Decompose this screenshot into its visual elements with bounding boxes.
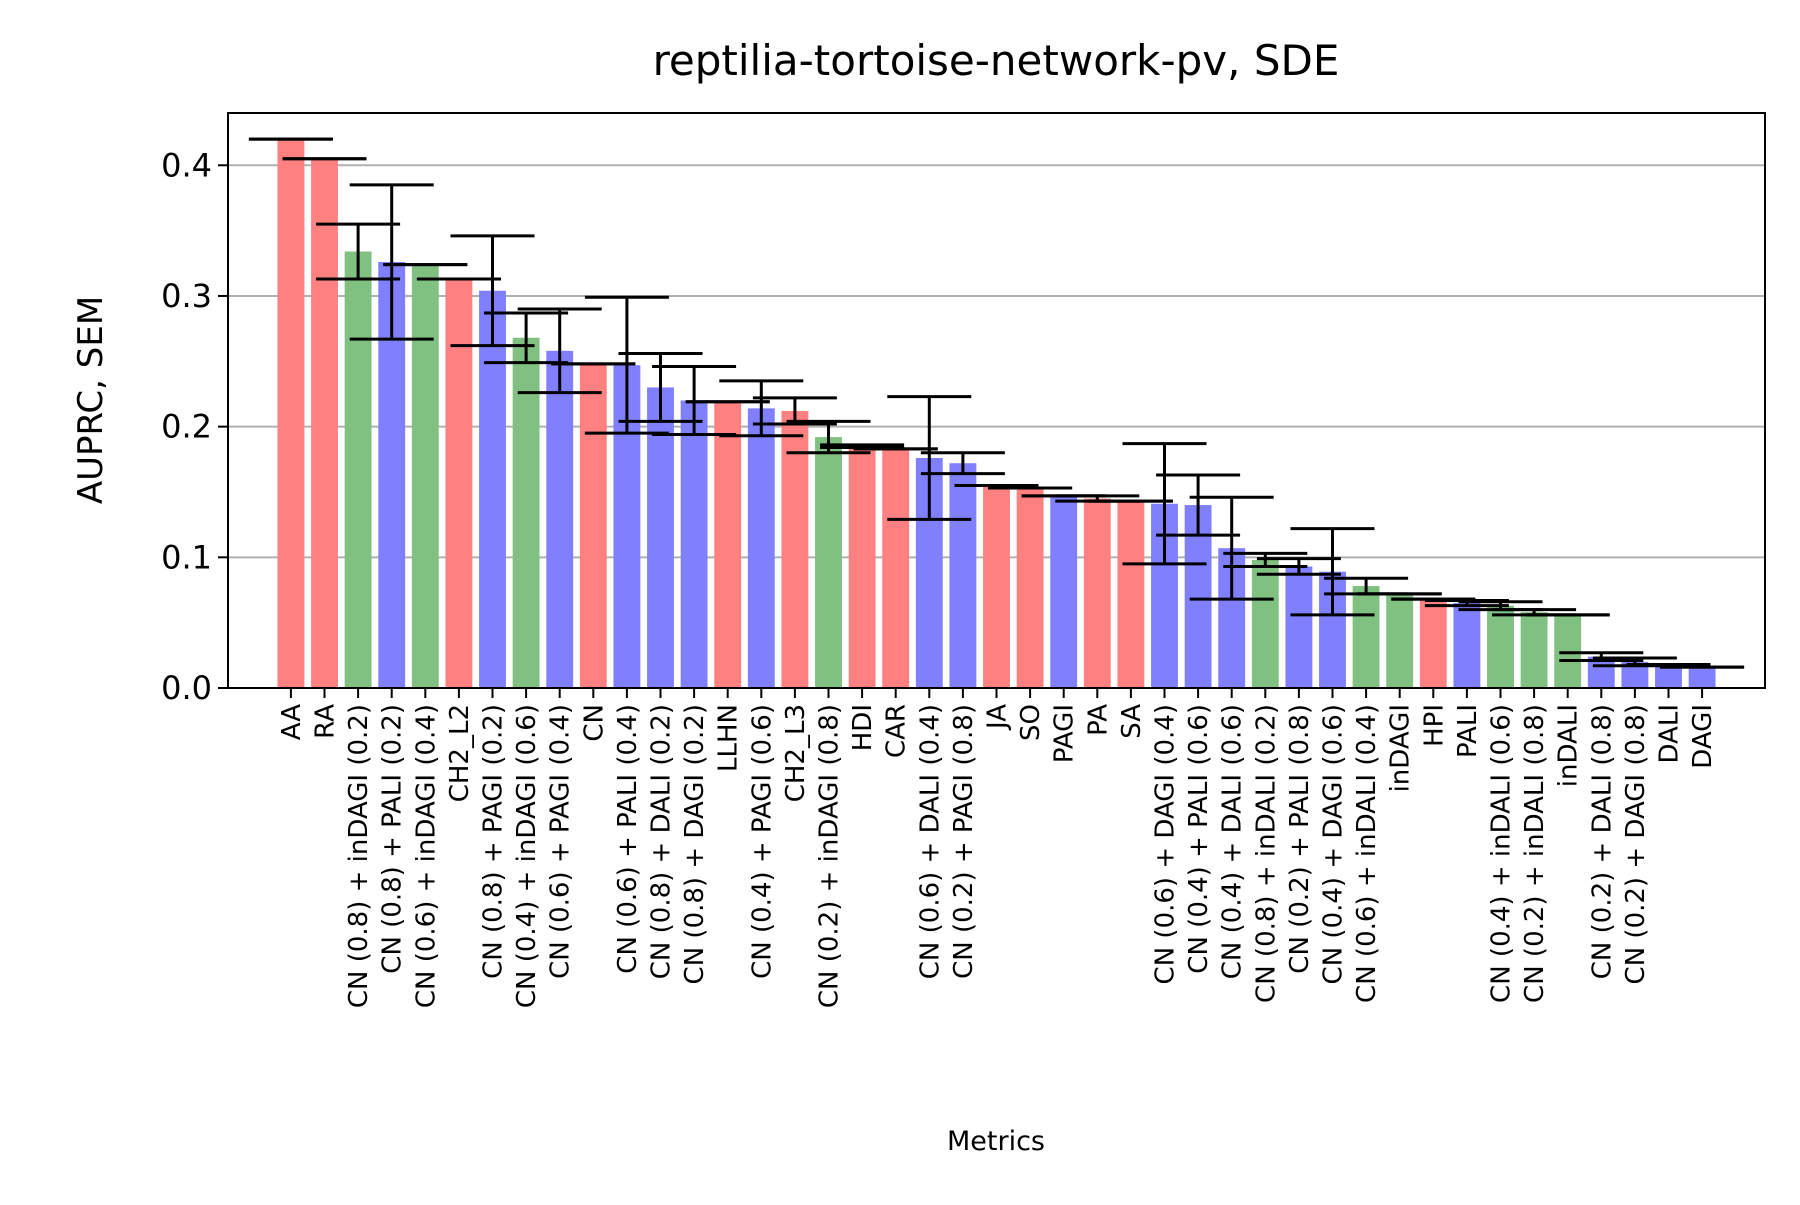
x-tick-label: CN (0.4) + inDALI (0.6) — [1486, 704, 1516, 1003]
x-tick-label: CN (0.6) + inDALI (0.4) — [1352, 704, 1382, 1003]
bar — [781, 410, 809, 688]
x-tick-label: CAR — [882, 704, 912, 758]
bar — [1117, 501, 1145, 688]
x-tick-label: CN (0.2) + PAGI (0.8) — [949, 704, 979, 979]
bar — [1453, 603, 1481, 688]
bar — [311, 158, 338, 688]
bar — [1050, 495, 1078, 688]
bar — [1487, 605, 1514, 688]
x-tick-label: PAGI — [1050, 704, 1080, 763]
y-tick-label: 0.1 — [161, 538, 212, 576]
y-axis-label: AUPRC, SEM — [71, 296, 111, 504]
bar — [579, 363, 607, 688]
bar — [815, 437, 842, 688]
bar — [1285, 566, 1313, 688]
bar — [983, 485, 1010, 688]
x-tick-label: CN (0.8) + PALI (0.2) — [378, 704, 408, 974]
x-tick-label: RA — [311, 704, 341, 739]
bar — [949, 463, 977, 688]
x-tick-label: CN (0.8) + inDALI (0.2) — [1251, 704, 1281, 1003]
x-tick-label: CN (0.2) + DAGI (0.8) — [1621, 704, 1651, 984]
x-tick-label: CN (0.2) + inDAGI (0.8) — [815, 704, 845, 1008]
x-tick-label: inDALI — [1554, 704, 1584, 787]
chart-title: reptilia-tortoise-network-pv, SDE — [653, 36, 1340, 85]
x-tick-label: CN (0.2) + inDALI (0.8) — [1520, 704, 1550, 1003]
y-tick-label: 0.0 — [161, 669, 212, 707]
bar — [1520, 612, 1548, 688]
x-tick-label: SO — [1016, 704, 1046, 741]
x-tick-label: CN (0.6) + DAGI (0.4) — [1150, 704, 1180, 984]
bar — [848, 446, 876, 688]
x-tick-label: LLHN — [714, 704, 744, 772]
x-axis-ticks: AA RA CN (0.8) + inDAGI (0.2) CN (0.8) + PA… — [277, 688, 1718, 1008]
bar — [1419, 599, 1447, 688]
bar — [277, 139, 305, 689]
x-tick-label: CN (0.4) + PAGI (0.6) — [747, 704, 777, 979]
x-tick-label: JA — [983, 704, 1013, 731]
bar — [747, 408, 775, 688]
x-tick-label: AA — [277, 704, 307, 741]
x-tick-label: PALI — [1453, 704, 1483, 758]
x-tick-label: CN (0.4) + PALI (0.6) — [1184, 704, 1214, 974]
x-tick-label: CH2_L2 — [445, 704, 475, 802]
bar — [882, 448, 910, 688]
x-tick-label: CN (0.2) + PALI (0.8) — [1285, 704, 1315, 974]
x-tick-label: HDI — [848, 704, 878, 751]
x-tick-label: DAGI — [1688, 704, 1718, 769]
x-tick-label: CN (0.4) + inDAGI (0.6) — [512, 704, 542, 1008]
bar — [1083, 498, 1111, 688]
x-tick-label: DALI — [1654, 704, 1684, 764]
bar — [1016, 488, 1044, 688]
x-tick-label: CN (0.6) + PALI (0.4) — [613, 704, 643, 974]
bar — [1386, 593, 1414, 688]
x-tick-label: inDAGI — [1386, 704, 1416, 792]
x-tick-label: CN — [579, 704, 609, 742]
x-tick-label: CN (0.6) + inDAGI (0.4) — [411, 704, 441, 1008]
bar — [647, 387, 674, 688]
x-tick-label: CH2_L3 — [781, 704, 811, 802]
y-tick-label: 0.3 — [161, 277, 212, 315]
x-tick-label: CN (0.6) + DALI (0.4) — [915, 704, 945, 979]
bars — [277, 139, 1716, 689]
bar — [1251, 559, 1279, 688]
bar — [714, 401, 742, 688]
x-axis-label: Metrics — [947, 1126, 1045, 1157]
x-tick-label: CN (0.2) + DALI (0.8) — [1587, 704, 1617, 979]
bar — [445, 278, 473, 688]
bar — [1655, 664, 1682, 688]
bar — [512, 337, 540, 688]
bar — [411, 264, 439, 688]
x-tick-label: CN (0.6) + PAGI (0.4) — [546, 704, 576, 979]
bar — [1688, 667, 1716, 688]
y-axis-ticks: 0.0 0.1 0.2 0.3 0.4 — [161, 146, 228, 707]
x-tick-label: CN (0.8) + PAGI (0.2) — [479, 704, 509, 979]
x-tick-label: CN (0.4) + DAGI (0.6) — [1318, 704, 1348, 984]
bar — [1352, 586, 1380, 688]
bar — [344, 251, 372, 689]
y-tick-label: 0.4 — [161, 146, 212, 184]
x-tick-label: CN (0.8) + DAGI (0.2) — [680, 704, 710, 984]
bar — [546, 350, 574, 688]
x-tick-label: SA — [1117, 704, 1147, 739]
x-tick-label: CN (0.8) + inDAGI (0.2) — [344, 704, 374, 1008]
x-tick-label: HPI — [1419, 704, 1449, 747]
error-bars — [248, 137, 1745, 669]
x-tick-label: CN (0.8) + DALI (0.2) — [647, 704, 677, 979]
x-tick-label: CN (0.4) + DALI (0.6) — [1218, 704, 1248, 979]
y-tick-label: 0.2 — [161, 408, 212, 446]
x-tick-label: PA — [1083, 704, 1113, 736]
bar — [479, 290, 506, 688]
bar — [680, 400, 708, 688]
